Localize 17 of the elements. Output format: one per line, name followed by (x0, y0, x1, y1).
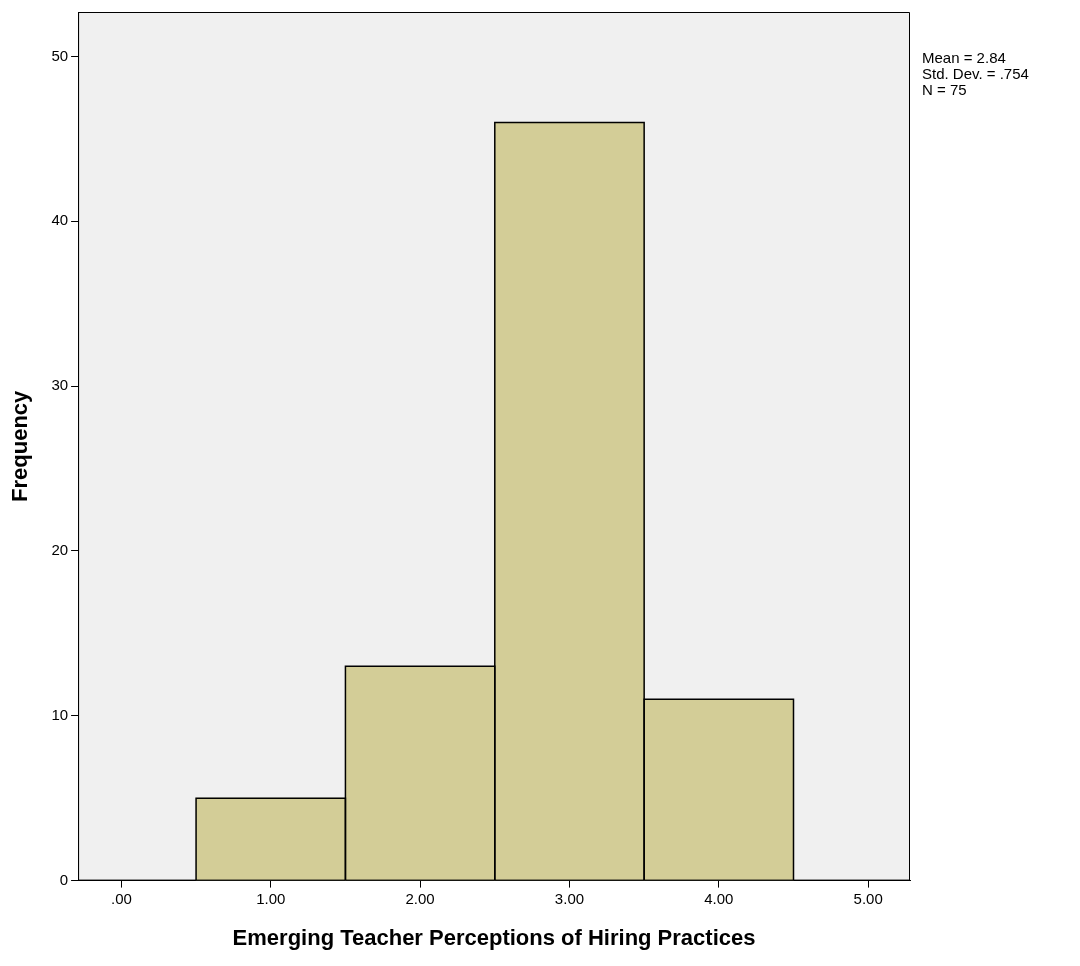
x-tick-label: 3.00 (554, 889, 585, 907)
text: N = 75 (922, 81, 968, 98)
y-tick-label: 50 (51, 46, 69, 64)
text: Mean = 2.84 (922, 49, 1007, 66)
y-axis-title: Frequency (7, 389, 33, 502)
x-tick-label: 5.00 (853, 889, 883, 907)
x-tick-label: .00 (110, 889, 132, 907)
x-tick-label: 2.00 (405, 889, 435, 907)
y-tick-label: 40 (51, 211, 69, 229)
y-tick-label: 20 (51, 541, 69, 559)
x-axis-title: Emerging Teacher Perceptions of Hiring Practices (232, 924, 756, 950)
y-tick-label: 10 (51, 705, 69, 723)
x-tick-label: 4.00 (704, 889, 734, 907)
y-tick-label: 0 (59, 870, 69, 888)
text: Std. Dev. = .754 (922, 65, 1029, 82)
y-tick-label: 30 (51, 376, 69, 394)
x-tick-label: 1.00 (256, 889, 286, 907)
